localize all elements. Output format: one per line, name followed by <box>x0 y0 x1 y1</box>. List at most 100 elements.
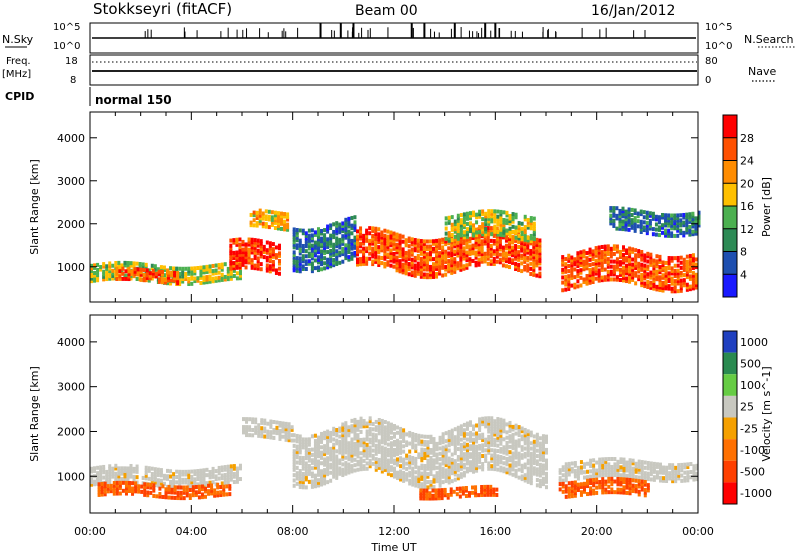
heatmap-cell <box>631 469 635 474</box>
heatmap-cell <box>598 460 602 465</box>
heatmap-cell <box>96 278 100 283</box>
heatmap-cell <box>272 427 276 432</box>
heatmap-cell <box>229 271 233 276</box>
heatmap-cell <box>156 483 160 488</box>
heatmap-cell <box>281 434 285 439</box>
heatmap-cell <box>432 439 436 444</box>
heatmap-cell <box>625 477 629 482</box>
heatmap-cell <box>444 463 448 468</box>
heatmap-cell <box>179 496 183 501</box>
heatmap-cell <box>250 242 254 247</box>
heatmap-cell <box>126 474 130 479</box>
heatmap-cell <box>277 261 281 266</box>
heatmap-cell <box>688 264 692 269</box>
heatmap-cell <box>310 266 314 271</box>
heatmap-cell <box>523 454 527 459</box>
heatmap-cell <box>676 233 680 238</box>
heatmap-cell <box>496 232 500 237</box>
heatmap-cell <box>408 481 412 486</box>
heatmap-cell <box>459 260 463 265</box>
heatmap-cell <box>631 270 635 275</box>
heatmap-cell <box>579 270 583 275</box>
heatmap-cell <box>365 442 369 447</box>
heatmap-cell <box>691 271 695 276</box>
heatmap-cell <box>398 261 402 266</box>
heatmap-cell <box>419 488 423 493</box>
heatmap-cell <box>301 437 305 442</box>
heatmap-cell <box>320 249 324 254</box>
heatmap-cell <box>359 236 363 241</box>
heatmap-cell <box>613 467 617 472</box>
heatmap-cell <box>643 488 647 493</box>
heatmap-cell <box>573 259 577 264</box>
heatmap-cell <box>144 471 148 476</box>
heatmap-cell <box>429 479 433 484</box>
heatmap-cell <box>459 220 463 225</box>
heatmap-cell <box>685 254 689 259</box>
heatmap-cell <box>604 490 608 495</box>
heatmap-cell <box>526 445 530 450</box>
heatmap-cell <box>232 266 236 271</box>
heatmap-cell <box>220 481 224 486</box>
heatmap-cell <box>688 214 692 219</box>
heatmap-cell <box>477 242 481 247</box>
heatmap-cell <box>691 253 695 258</box>
heatmap-cell <box>657 227 661 232</box>
heatmap-cell <box>235 265 239 270</box>
heatmap-cell <box>465 214 469 219</box>
heatmap-cell <box>298 264 302 269</box>
heatmap-cell <box>323 251 327 256</box>
heatmap-cell <box>440 490 444 495</box>
heatmap-cell <box>341 252 345 257</box>
heatmap-cell <box>295 228 299 233</box>
heatmap-cell <box>493 209 497 214</box>
heatmap-cell <box>374 465 378 470</box>
heatmap-cell <box>535 469 539 474</box>
heatmap-cell <box>493 451 497 456</box>
heatmap-cell <box>226 472 230 477</box>
heatmap-cell <box>450 441 454 446</box>
heatmap-cell <box>664 273 668 278</box>
heatmap-cell <box>613 479 617 484</box>
heatmap-cell <box>526 431 530 436</box>
heatmap-cell <box>459 466 463 471</box>
heatmap-cell <box>628 261 632 266</box>
heatmap-cell <box>102 475 106 480</box>
heatmap-cell <box>108 274 112 279</box>
heatmap-cell <box>673 284 677 289</box>
heatmap-cell <box>646 463 650 468</box>
heatmap-cell <box>478 425 482 430</box>
heatmap-cell <box>176 273 180 278</box>
heatmap-cell <box>625 271 629 276</box>
heatmap-cell <box>151 268 155 273</box>
heatmap-cell <box>202 278 206 283</box>
heatmap-cell <box>368 241 372 246</box>
heatmap-cell <box>640 468 644 473</box>
heatmap-cell <box>674 468 678 473</box>
heatmap-cell <box>592 477 596 482</box>
heatmap-cell <box>304 440 308 445</box>
heatmap-cell <box>538 436 542 441</box>
heatmap-cell <box>374 236 378 241</box>
heatmap-cell <box>450 227 454 232</box>
heatmap-cell <box>603 247 607 252</box>
heatmap-cell <box>244 265 248 270</box>
heatmap-cell <box>335 441 339 446</box>
heatmap-cell <box>487 418 491 423</box>
heatmap-cell <box>636 211 640 216</box>
heatmap-cell <box>645 210 649 215</box>
heatmap-cell <box>435 473 439 478</box>
heatmap-cell <box>316 462 320 467</box>
heatmap-cell <box>628 254 632 259</box>
heatmap-cell <box>643 460 647 465</box>
heatmap-cell <box>152 488 156 493</box>
heatmap-cell <box>277 271 281 276</box>
heatmap-cell <box>438 465 442 470</box>
heatmap-cell <box>585 261 589 266</box>
heatmap-cell <box>616 476 620 481</box>
heatmap-cell <box>316 247 320 252</box>
heatmap-cell <box>111 263 115 268</box>
heatmap-cell <box>307 259 311 264</box>
heatmap-cell <box>143 490 147 495</box>
